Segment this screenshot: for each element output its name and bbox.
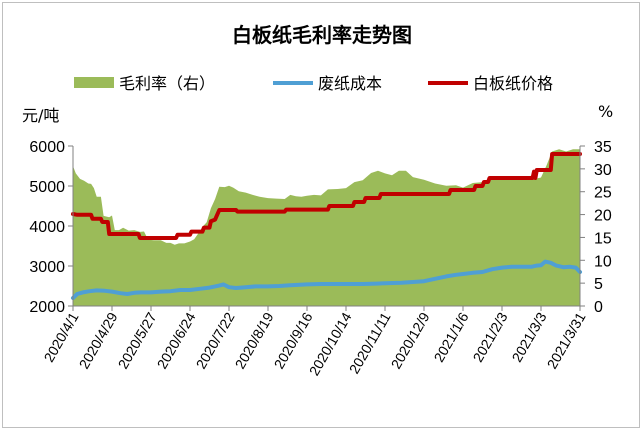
x-tick-label: 2020/9/16 xyxy=(271,309,316,371)
right-axis-unit: % xyxy=(598,102,613,121)
right-tick-label: 25 xyxy=(594,185,612,202)
x-tick-label: 2020/4/1 xyxy=(40,309,81,364)
x-tick-label: 2021/2/3 xyxy=(469,309,510,364)
right-tick-label: 35 xyxy=(594,139,612,156)
right-tick-label: 30 xyxy=(594,162,612,179)
x-tick-label: 2021/3/3 xyxy=(508,309,549,364)
right-tick-label: 20 xyxy=(594,208,612,225)
chart-title: 白板纸毛利率走势图 xyxy=(232,23,412,47)
left-tick-label: 3000 xyxy=(29,259,65,276)
x-tick-label: 2020/4/29 xyxy=(76,309,121,371)
x-tick-label: 2020/7/22 xyxy=(193,309,238,371)
right-tick-label: 0 xyxy=(594,299,603,316)
left-tick-label: 5000 xyxy=(29,179,65,196)
left-axis-unit: 元/吨 xyxy=(22,106,59,125)
left-tick-label: 4000 xyxy=(29,219,65,236)
legend-label-gross-margin: 毛利率（右） xyxy=(119,74,215,93)
x-tick-label: 2020/5/27 xyxy=(115,309,160,371)
legend-label-whiteboard-price: 白板纸价格 xyxy=(473,74,553,93)
chart-frame xyxy=(2,2,640,428)
x-tick-label: 2021/3/31 xyxy=(544,309,589,371)
x-tick-label: 2020/6/24 xyxy=(154,309,199,371)
legend-label-waste-paper-cost: 废纸成本 xyxy=(318,74,382,93)
x-tick-label: 2020/8/19 xyxy=(232,309,277,371)
right-tick-label: 10 xyxy=(594,253,612,270)
legend: 毛利率（右） 废纸成本 白板纸价格 xyxy=(74,74,553,93)
x-tick-label: 2020/12/9 xyxy=(388,309,433,371)
left-tick-label: 2000 xyxy=(29,299,65,316)
series-line-waste-paper-cost xyxy=(71,259,582,300)
plot-area xyxy=(71,149,582,306)
right-tick-label: 15 xyxy=(594,230,612,247)
legend-swatch-gross-margin xyxy=(74,77,114,88)
series-line-whiteboard-price xyxy=(71,152,582,240)
x-tick-label: 2021/1/6 xyxy=(430,309,471,364)
left-tick-label: 6000 xyxy=(29,139,65,156)
right-tick-label: 5 xyxy=(594,276,603,293)
